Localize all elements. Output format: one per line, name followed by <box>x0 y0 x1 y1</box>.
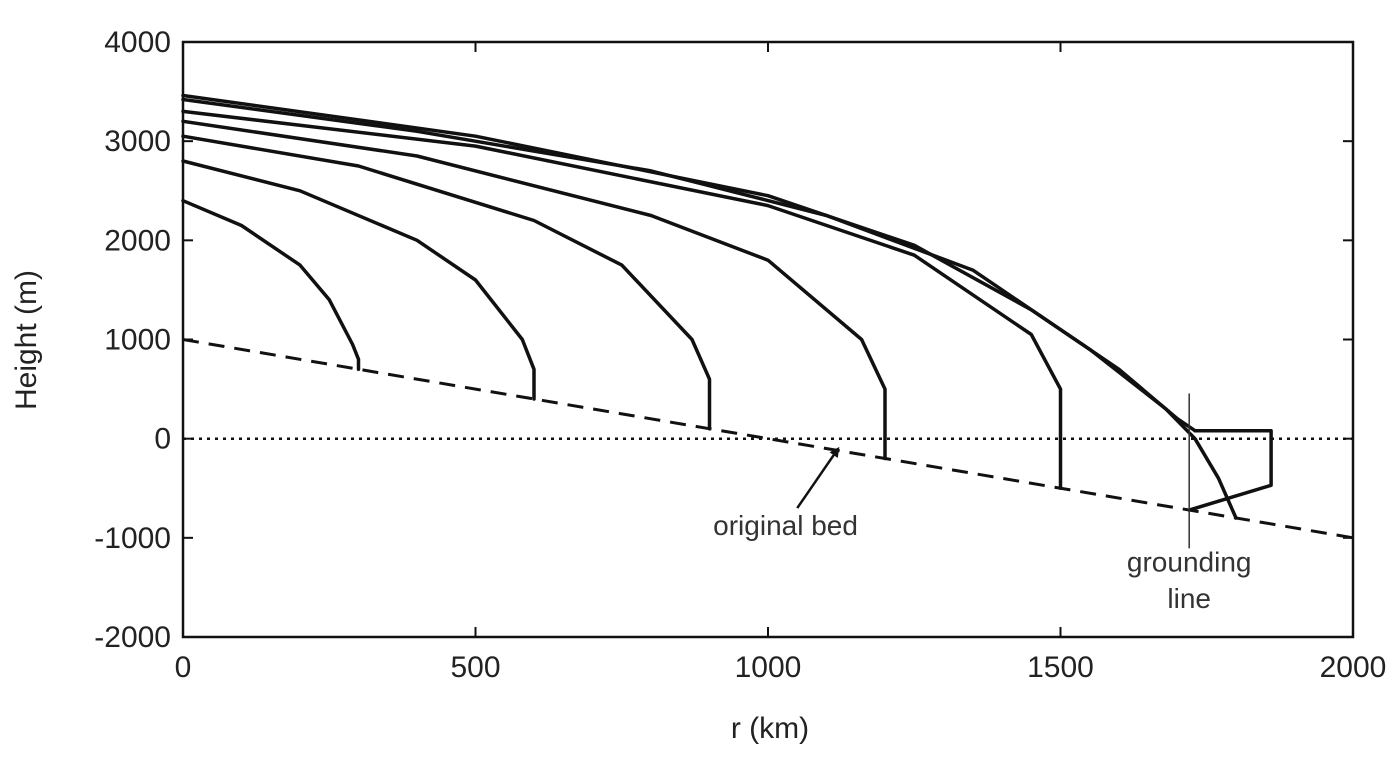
y-tick-label: -1000 <box>94 522 171 555</box>
x-tick-label: 2000 <box>1320 651 1387 684</box>
series-line-8 <box>182 338 1354 540</box>
annotation-label: original bed <box>713 510 858 541</box>
series-line-0 <box>181 198 361 372</box>
x-axis-title: r (km) <box>731 712 809 745</box>
annotation-label: grounding <box>1127 547 1252 578</box>
y-tick-label: -2000 <box>94 621 171 654</box>
x-tick-label: 0 <box>175 651 192 684</box>
y-axis-title: Height (m) <box>10 270 43 410</box>
series-line-3 <box>181 119 887 461</box>
tick-labels: 0 500 1000 1500 2000 4000 3000 2000 1000 0 -1000 -2… <box>94 26 1386 684</box>
annotation-arrow <box>796 446 840 509</box>
plot-area <box>181 93 1354 549</box>
y-tick-label: 0 <box>154 423 171 456</box>
series-line-4 <box>181 109 1063 491</box>
y-tick-label: 1000 <box>104 324 171 357</box>
series-line-1 <box>181 159 536 401</box>
x-tick-label: 500 <box>450 651 500 684</box>
y-tick-label: 4000 <box>104 26 171 59</box>
series-line-6 <box>181 93 1197 433</box>
series-line-2 <box>181 134 712 431</box>
annotation-label: line <box>1167 583 1211 614</box>
y-tick-label: 2000 <box>104 224 171 257</box>
y-tick-label: 3000 <box>104 125 171 158</box>
series-line-7 <box>1187 428 1273 512</box>
x-tick-label: 1500 <box>1027 651 1094 684</box>
axes <box>181 40 1355 639</box>
annotations: original bed grounding line <box>713 446 1252 614</box>
x-tick-label: 1000 <box>735 651 802 684</box>
